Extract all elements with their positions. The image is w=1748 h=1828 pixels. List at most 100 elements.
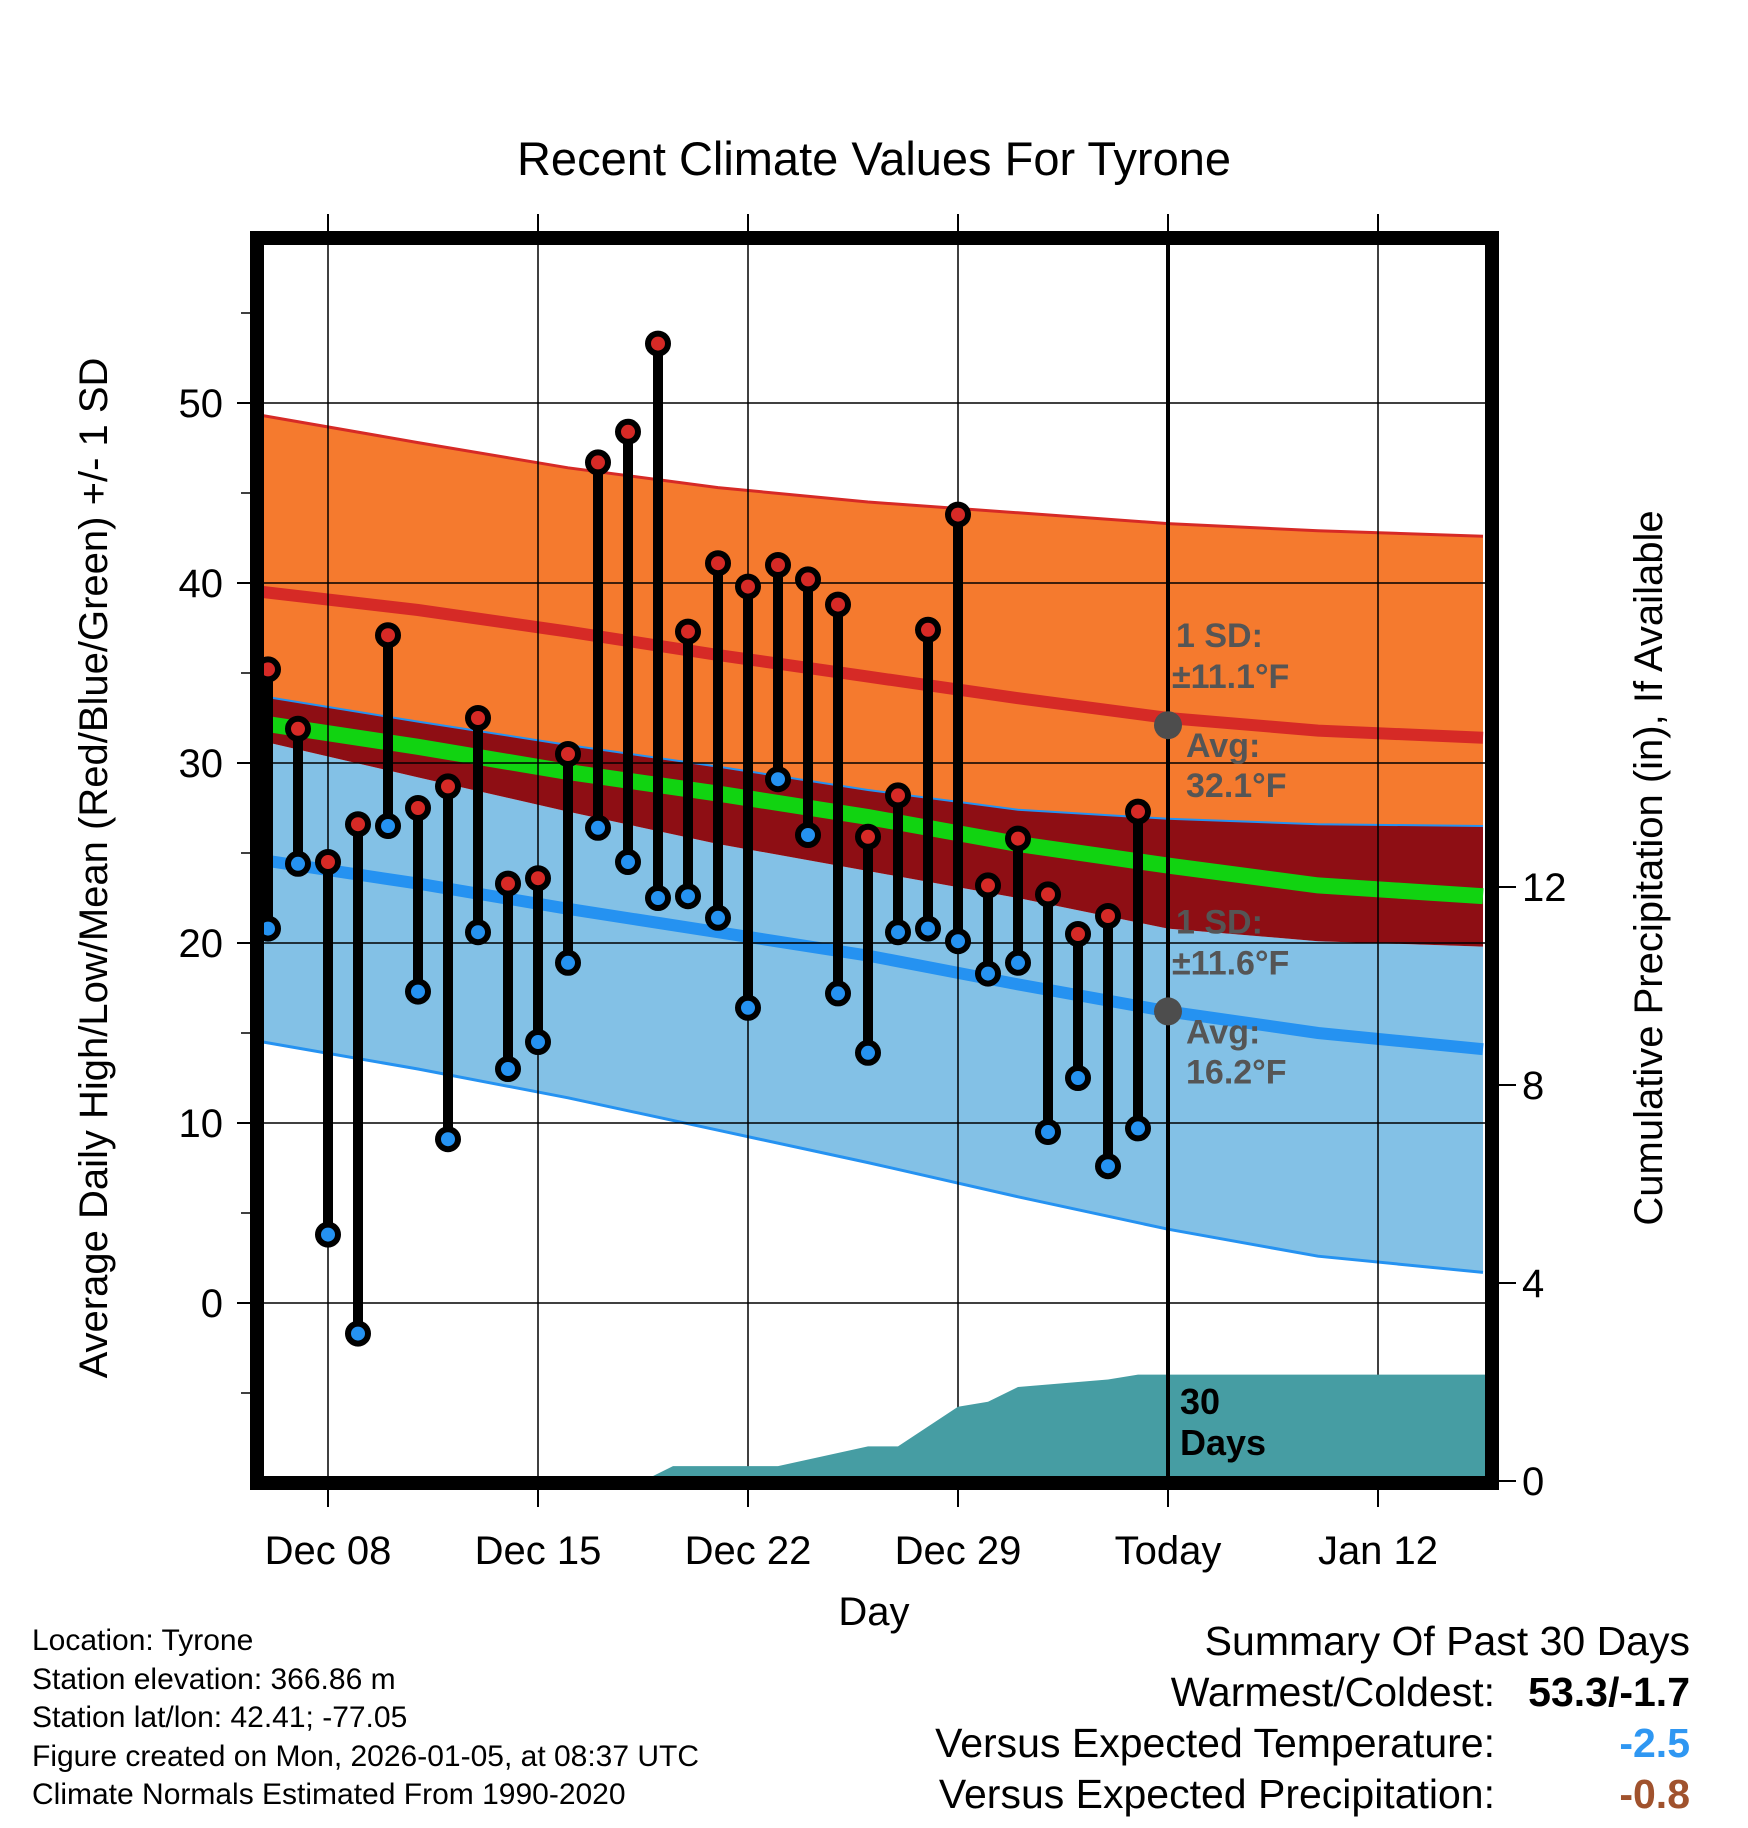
obs-high-point — [495, 870, 521, 897]
obs-high-point — [375, 622, 401, 649]
temp-label: Versus Expected Temperature: — [935, 1720, 1495, 1766]
obs-high-point — [765, 552, 791, 578]
y2-tick-label: 4 — [1522, 1262, 1544, 1306]
obs-low-point — [915, 915, 941, 942]
obs-high-point — [315, 849, 341, 875]
low-sd-label: 1 SD: — [1176, 903, 1263, 941]
y-tick-label: 30 — [179, 742, 224, 786]
y-tick-label: 40 — [179, 562, 224, 606]
y-tick-label: 20 — [179, 922, 224, 966]
low-lower-line — [262, 1040, 1484, 1274]
low-sd-value: ±11.6°F — [1172, 944, 1289, 982]
high-avg-value: 32.1°F — [1186, 767, 1287, 805]
chart-title: Recent Climate Values For Tyrone — [517, 132, 1231, 185]
obs-high-point — [885, 782, 911, 809]
created-text: Figure created on Mon, 2026-01-05, at 08… — [32, 1739, 700, 1773]
obs-low-point — [735, 994, 761, 1021]
x-tick-label: Dec 08 — [265, 1529, 392, 1573]
x-tick-label: Today — [1115, 1529, 1222, 1573]
obs-low-point — [1065, 1065, 1091, 1091]
obs-low-point — [1035, 1119, 1061, 1145]
x-tick-label: Jan 12 — [1318, 1529, 1438, 1573]
obs-high-point — [975, 872, 1001, 899]
today-high-avg-marker — [1154, 711, 1182, 740]
obs-low-point — [675, 883, 701, 910]
y2-tick-label: 8 — [1522, 1064, 1544, 1108]
summary-temp-row: Versus Expected Temperature: -2.5 — [935, 1718, 1690, 1769]
obs-low-point — [1005, 949, 1031, 976]
obs-high-point — [675, 618, 701, 645]
summary-precip-row: Versus Expected Precipitation: -0.8 — [935, 1769, 1690, 1820]
obs-low-point — [765, 766, 791, 793]
precip-fill — [263, 1374, 1486, 1481]
obs-high-point — [1125, 798, 1151, 825]
high-sd-value: ±11.1°F — [1172, 658, 1289, 696]
obs-high-point — [645, 330, 671, 357]
y-tick-label: 10 — [179, 1102, 224, 1146]
obs-high-point — [525, 865, 551, 892]
obs-high-point — [1095, 903, 1121, 929]
low-avg-label: Avg: — [1186, 1013, 1260, 1051]
high-avg-label: Avg: — [1186, 727, 1260, 765]
warmest-value: 53.3/-1.7 — [1528, 1669, 1690, 1715]
obs-low-point — [945, 928, 971, 955]
warmest-label: Warmest/Coldest: — [1170, 1669, 1495, 1715]
obs-low-point — [825, 980, 851, 1007]
summary-warmest-row: Warmest/Coldest: 53.3/-1.7 — [935, 1667, 1690, 1718]
obs-low-point — [795, 822, 821, 848]
mean-upper-line — [262, 695, 1484, 827]
obs-high-point — [1005, 825, 1031, 852]
high-upper-line — [262, 414, 1484, 538]
precip-value: -0.8 — [1619, 1771, 1690, 1817]
obs-high-point — [735, 573, 761, 600]
obs-low-point — [495, 1056, 521, 1082]
obs-low-point — [705, 904, 731, 931]
obs-low-point — [1095, 1153, 1121, 1180]
obs-high-point — [1065, 921, 1091, 947]
normals-text: Climate Normals Estimated From 1990-2020 — [32, 1778, 626, 1811]
obs-low-point — [885, 919, 911, 946]
obs-high-point — [855, 823, 881, 850]
plot-frame — [250, 231, 1499, 1490]
obs-high-point — [945, 501, 971, 528]
obs-low-point — [375, 813, 401, 839]
latlon-text: Station lat/lon: 42.41; -77.05 — [32, 1701, 408, 1734]
x-tick-label: Dec 29 — [895, 1529, 1022, 1573]
obs-high-point — [345, 811, 371, 838]
obs-low-point — [855, 1039, 881, 1066]
precipitation-area — [263, 1374, 1486, 1481]
plot-border — [250, 231, 1499, 1490]
obs-high-point — [405, 795, 431, 821]
obs-high-point — [1035, 881, 1061, 908]
location-text: Location: Tyrone — [32, 1624, 254, 1657]
today-annotations: 1 SD: ±11.1°F Avg: 32.1°F 1 SD: ±11.6°F … — [1172, 617, 1289, 1463]
days-label-line1: 30 — [1180, 1381, 1220, 1422]
obs-high-point — [585, 449, 611, 476]
obs-high-point — [285, 715, 311, 742]
low-avg-value: 16.2°F — [1186, 1053, 1287, 1091]
obs-high-point — [435, 773, 461, 800]
y2-tick-label: 12 — [1522, 866, 1567, 910]
summary-panel: Summary Of Past 30 Days Warmest/Coldest:… — [935, 1616, 1690, 1820]
x-tick-label: Dec 22 — [685, 1529, 812, 1573]
precip-label: Versus Expected Precipitation: — [938, 1771, 1495, 1817]
obs-low-point — [585, 814, 611, 841]
high-sd-label: 1 SD: — [1176, 617, 1263, 655]
obs-low-point — [555, 949, 581, 976]
today-low-avg-marker — [1154, 997, 1182, 1026]
y-tick-label: 0 — [201, 1282, 223, 1326]
obs-high-point — [705, 550, 731, 577]
axis-ticks: 0 10 20 30 40 50 0 4 8 12 Dec 08 Dec 15 Dec 22 Dec 29… — [179, 214, 1567, 1573]
observations — [255, 330, 1182, 1347]
normal-mean-line — [261, 715, 1484, 905]
days-label-line2: Days — [1180, 1422, 1266, 1463]
obs-low-point — [615, 849, 641, 875]
temp-value: -2.5 — [1619, 1720, 1690, 1766]
obs-low-point — [405, 978, 431, 1005]
obs-low-point — [975, 960, 1001, 987]
x-tick-label: Dec 15 — [475, 1529, 602, 1573]
x-axis-title: Day — [838, 1590, 909, 1634]
elevation-text: Station elevation: 366.86 m — [32, 1662, 396, 1696]
normal-high-line — [262, 586, 1484, 744]
